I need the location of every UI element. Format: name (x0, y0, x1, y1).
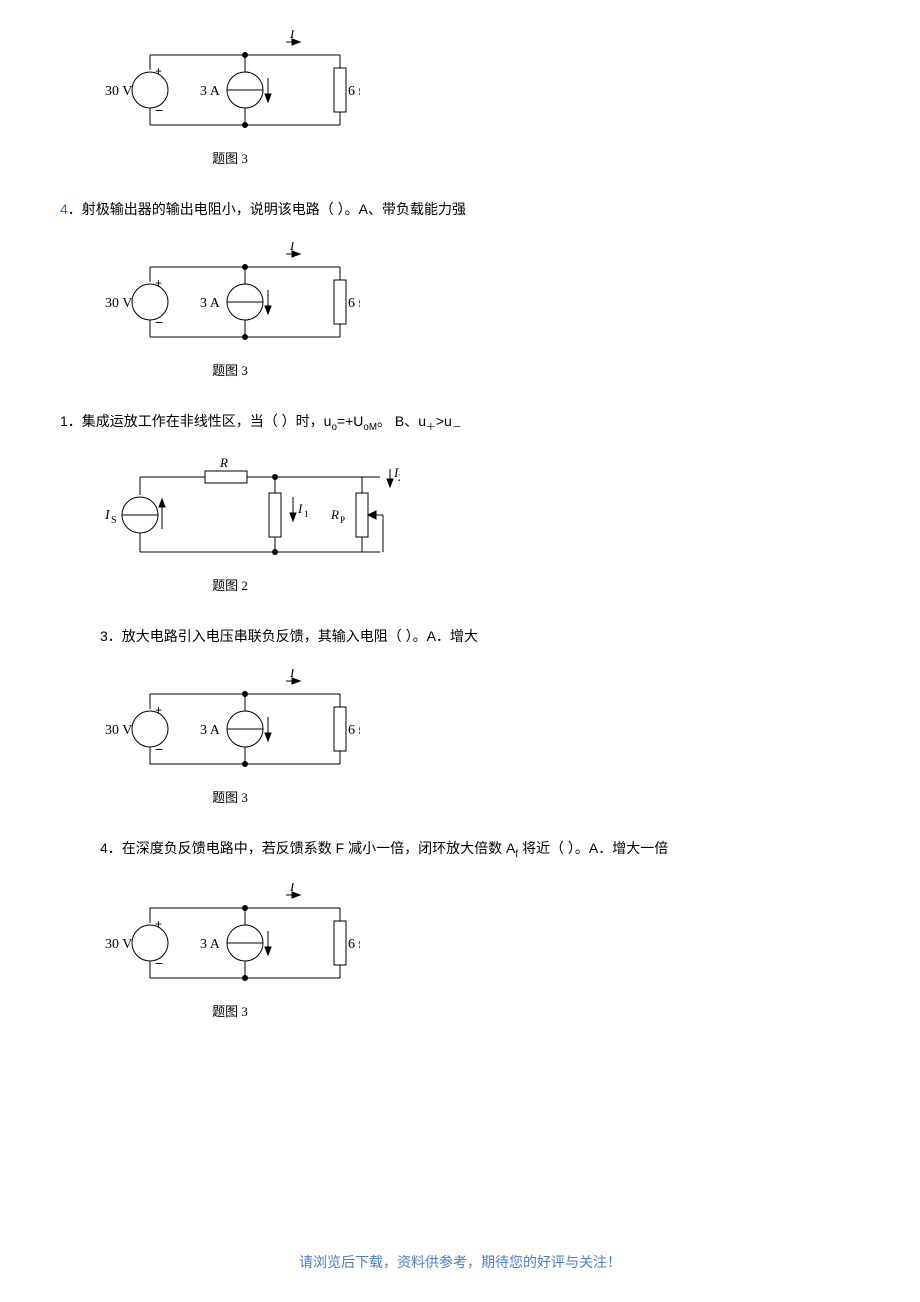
circuit-3-caption-3: 题图 3 (100, 787, 360, 806)
question-1-num: 1 (60, 413, 68, 429)
svg-text:6 Ω: 6 Ω (348, 84, 360, 99)
sub-plus: ＋ (426, 422, 436, 433)
circuit-diagram-3-3: 30 V + − 3 A 6 Ω I (100, 669, 360, 779)
question-1: 1．集成运放工作在非线性区，当（ ）时，uo=+UoM。 B、u＋>u－ (60, 409, 860, 436)
block-circuit3-2: 30 V + − 3 A 6 Ω I 题图 3 (60, 242, 860, 379)
circuit-diagram-2: I S R I 1 I 2 R P (100, 457, 400, 567)
circuit-diagram-3-1: 30 V + − 3 A 6 Ω I (100, 30, 360, 140)
svg-text:P: P (340, 515, 345, 525)
svg-text:R: R (330, 507, 339, 522)
question-3-num: 3 (100, 628, 108, 644)
svg-text:3 A: 3 A (200, 296, 221, 311)
question-3: 3．放大电路引入电压串联负反馈，其输入电阻（ ）。A．增大 (100, 624, 860, 649)
svg-text:R: R (219, 457, 228, 470)
svg-text:−: − (155, 741, 163, 757)
svg-text:S: S (111, 515, 117, 526)
svg-text:−: − (155, 955, 163, 971)
svg-text:30 V: 30 V (105, 723, 132, 738)
svg-text:30 V: 30 V (105, 296, 132, 311)
question-4b-p1: ．在深度负反馈电路中，若反馈系数 F 减小一倍，闭环放大倍数 A (108, 840, 516, 856)
svg-text:2: 2 (398, 473, 400, 483)
block-circuit2: I S R I 1 I 2 R P 题图 2 (60, 457, 860, 594)
svg-text:−: − (155, 314, 163, 330)
svg-text:+: + (155, 917, 162, 931)
sub-oM: oM (363, 422, 377, 433)
question-4a: 4．射极输出器的输出电阻小，说明该电路（ ）。A、带负载能力强 (60, 197, 860, 222)
question-4b-p2: 将近（ ）。A．增大一倍 (518, 840, 668, 856)
circuit-diagram-3-4: 30 V + − 3 A 6 Ω I (100, 883, 360, 993)
question-4a-text: ．射极输出器的输出电阻小，说明该电路（ ）。A、带负载能力强 (68, 201, 466, 217)
svg-text:1: 1 (304, 509, 309, 519)
svg-text:6 Ω: 6 Ω (348, 296, 360, 311)
question-1-p2: =+U (337, 413, 363, 429)
svg-text:+: + (155, 703, 162, 717)
circuit-2-caption: 题图 2 (100, 575, 360, 594)
svg-text:+: + (155, 276, 162, 290)
svg-text:I: I (289, 883, 295, 894)
svg-text:I: I (104, 508, 111, 523)
svg-text:3 A: 3 A (200, 84, 221, 99)
circuit-3-wrap-4: 30 V + − 3 A 6 Ω I 题图 3 (100, 883, 860, 1020)
question-4b: 4．在深度负反馈电路中，若反馈系数 F 减小一倍，闭环放大倍数 Af 将近（ ）… (100, 836, 860, 863)
svg-text:I: I (289, 30, 295, 41)
circuit-3-caption-4: 题图 3 (100, 1001, 360, 1020)
question-4a-num: 4 (60, 201, 68, 217)
svg-text:30 V: 30 V (105, 937, 132, 952)
question-1-p3: 。 B、u (377, 413, 426, 429)
circuit-3-caption-2: 题图 3 (100, 360, 360, 379)
block-circuit3-3: 30 V + − 3 A 6 Ω I 题图 3 (60, 669, 860, 806)
circuit-3-wrap-1: 30 V + − 3 A 6 Ω I 题图 3 (100, 30, 860, 167)
block-circuit3-4: 30 V + − 3 A 6 Ω I 题图 3 (60, 883, 860, 1020)
question-4b-num: 4 (100, 840, 108, 856)
circuit-3-wrap-2: 30 V + − 3 A 6 Ω I 题图 3 (100, 242, 860, 379)
circuit-2-wrap: I S R I 1 I 2 R P 题图 2 (100, 457, 860, 594)
question-1-p1: ．集成运放工作在非线性区，当（ ）时，u (68, 413, 332, 429)
svg-text:3 A: 3 A (200, 723, 221, 738)
question-1-p4: >u (436, 413, 452, 429)
svg-text:−: − (155, 102, 163, 118)
svg-text:I: I (289, 669, 295, 680)
block-circuit3-1: 30 V + − 3 A 6 Ω I 题图 3 (60, 30, 860, 167)
footer-text: 请浏览后下载，资料供参考，期待您的好评与关注！ (0, 1252, 920, 1272)
svg-text:+: + (155, 64, 162, 78)
circuit-3-wrap-3: 30 V + − 3 A 6 Ω I 题图 3 (100, 669, 860, 806)
circuit-diagram-3-2: 30 V + − 3 A 6 Ω I (100, 242, 360, 352)
svg-text:I: I (289, 242, 295, 253)
svg-text:I: I (297, 501, 303, 516)
svg-text:6 Ω: 6 Ω (348, 723, 360, 738)
svg-text:30 V: 30 V (105, 84, 132, 99)
circuit-3-caption-1: 题图 3 (100, 148, 360, 167)
svg-text:3 A: 3 A (200, 937, 221, 952)
question-3-text: ．放大电路引入电压串联负反馈，其输入电阻（ ）。A．增大 (108, 628, 478, 644)
svg-text:6 Ω: 6 Ω (348, 937, 360, 952)
sub-minus: － (452, 422, 462, 433)
